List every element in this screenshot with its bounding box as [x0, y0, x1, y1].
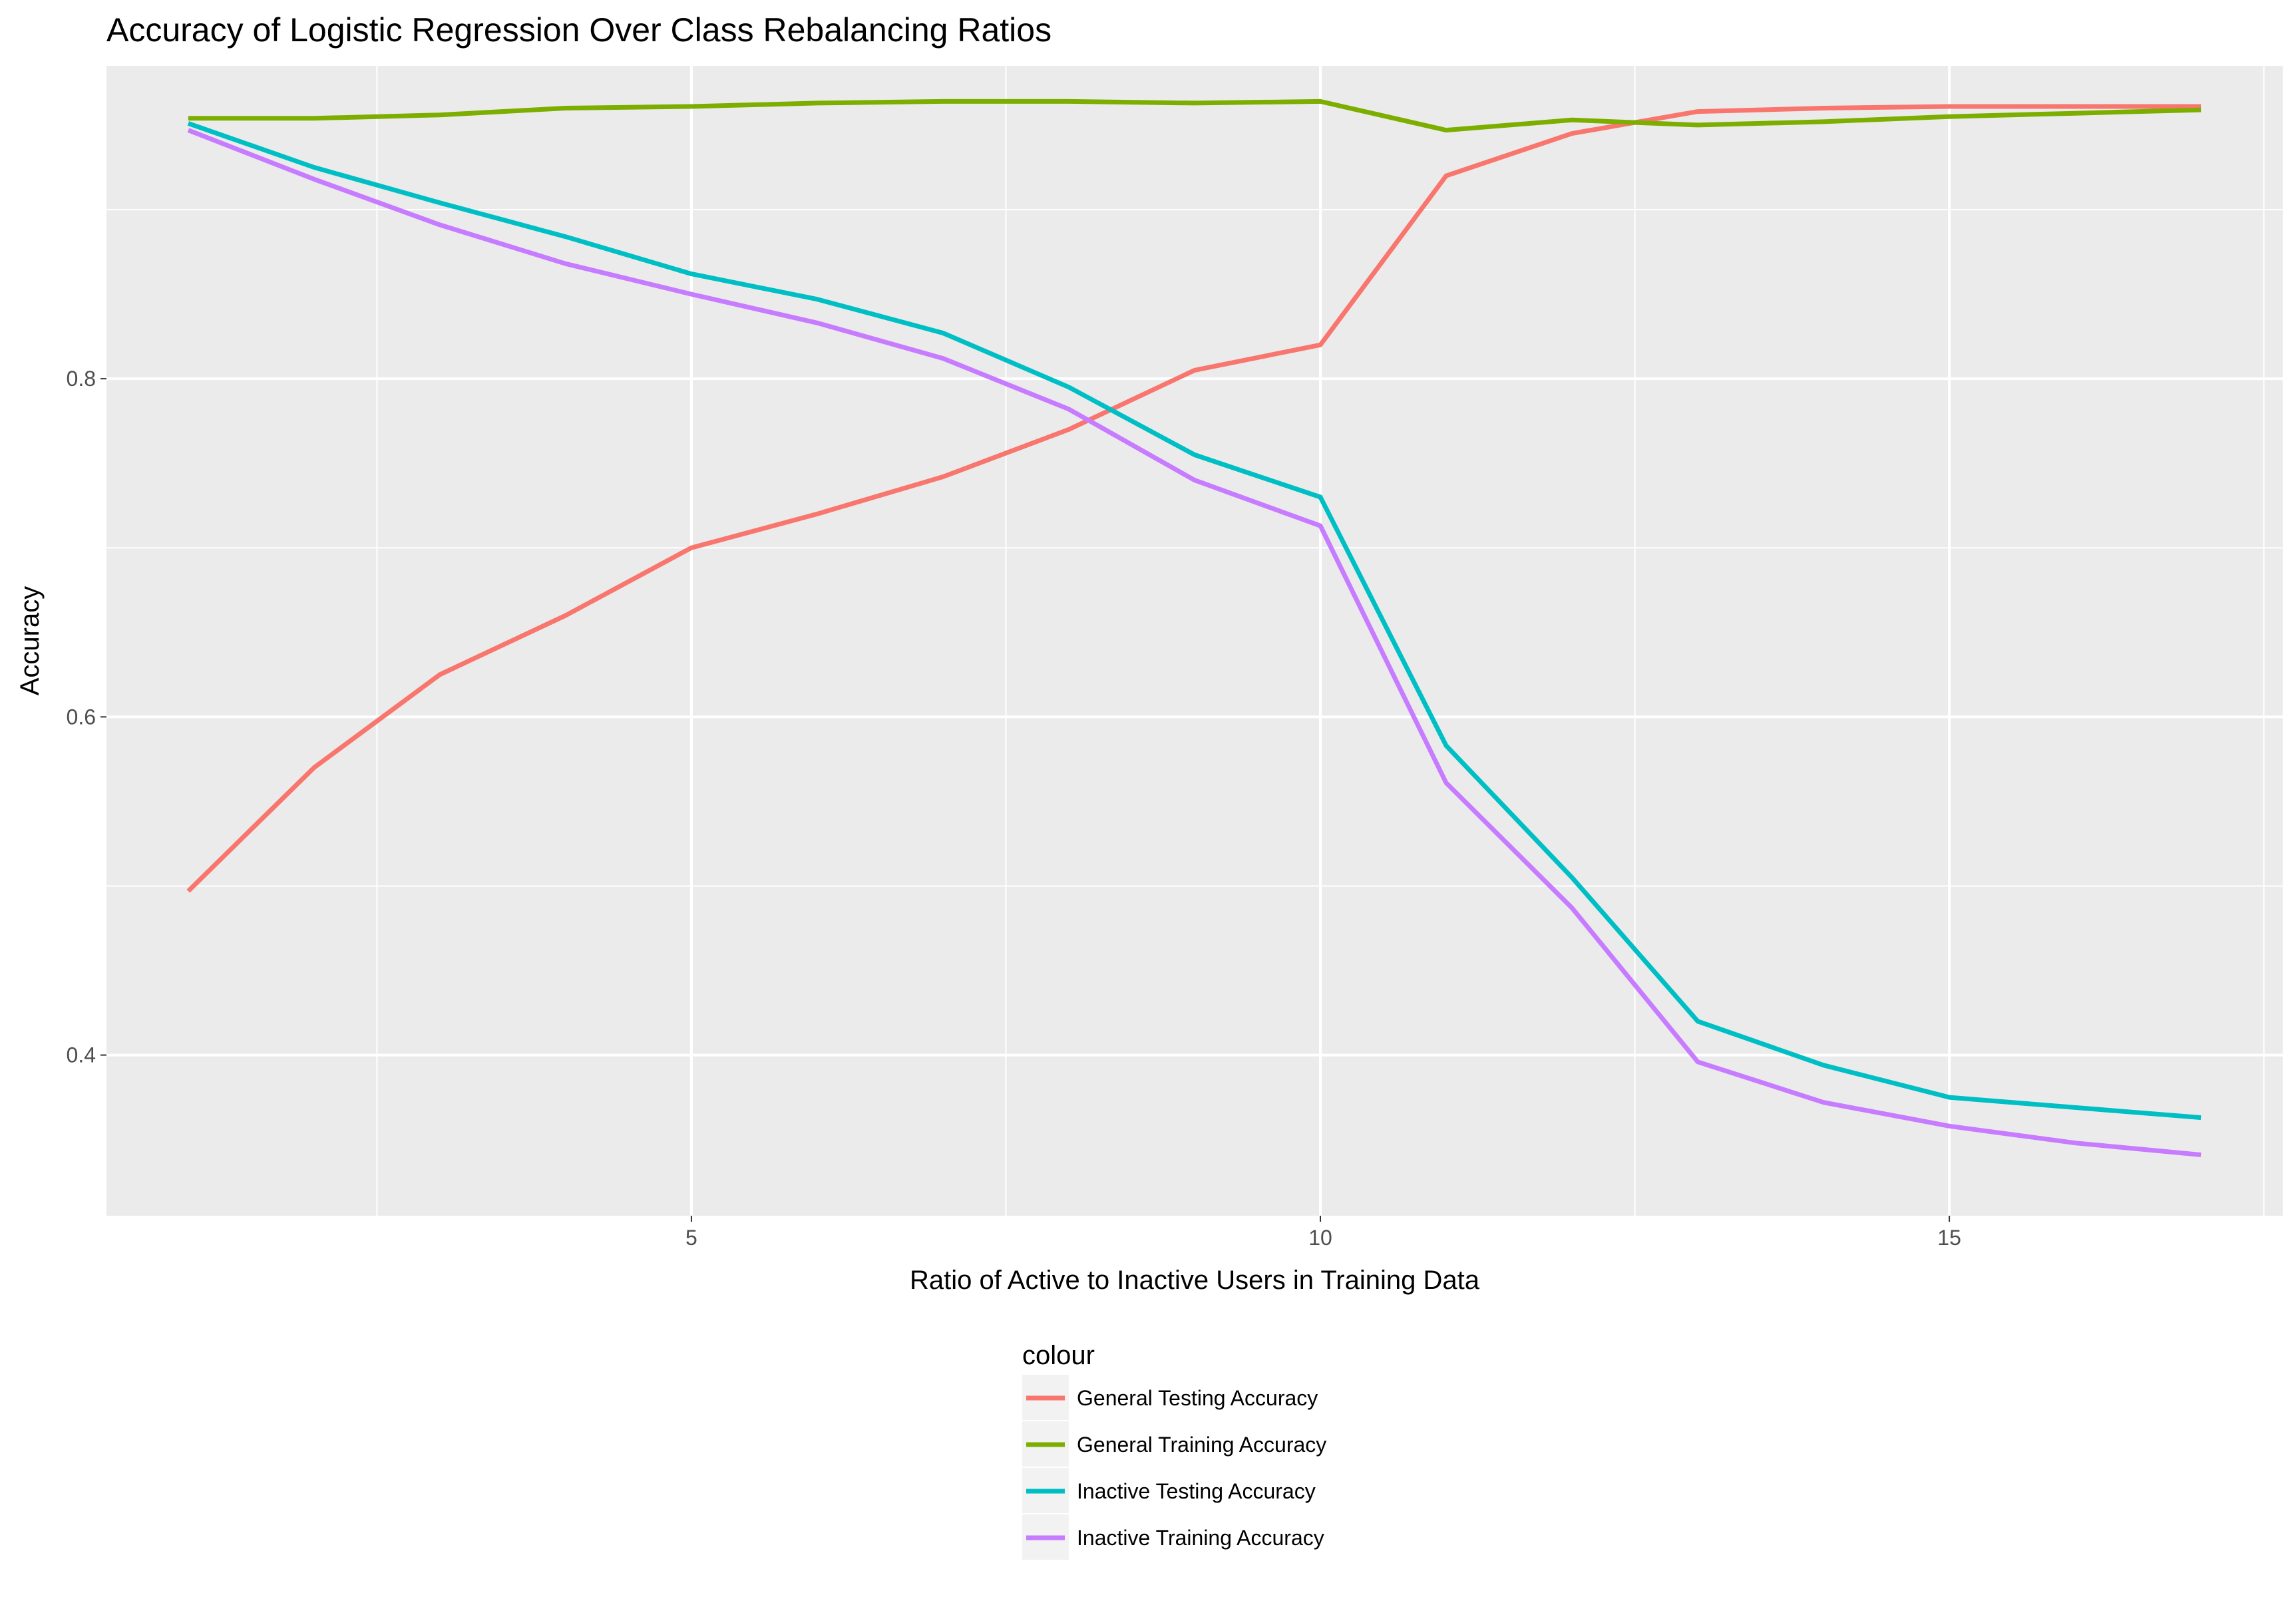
y-axis-ticks: 0.4 0.6 0.8 — [67, 367, 106, 1067]
legend-label: General Training Accuracy — [1077, 1433, 1326, 1457]
major-gridlines — [106, 66, 2283, 1216]
y-axis-title: Accuracy — [15, 586, 45, 696]
series-line-3 — [187, 121, 2201, 1121]
legend-title: colour — [1022, 1341, 1095, 1370]
y-tick-label: 0.4 — [67, 1043, 96, 1067]
minor-gridlines — [106, 66, 2283, 1225]
y-tick-label: 0.6 — [67, 705, 96, 729]
plot-panel — [106, 66, 2283, 1216]
x-axis-ticks: 5 10 15 — [685, 1216, 1961, 1250]
x-tick-label: 10 — [1308, 1226, 1332, 1250]
legend-label: Inactive Testing Accuracy — [1077, 1479, 1316, 1503]
x-tick-label: 15 — [1937, 1226, 1961, 1250]
series-line-4 — [187, 128, 2201, 1157]
x-tick-label: 5 — [685, 1226, 697, 1250]
chart-title: Accuracy of Logistic Regression Over Cla… — [106, 11, 1052, 49]
legend-label: Inactive Training Accuracy — [1077, 1526, 1324, 1550]
series-line-1 — [186, 104, 2201, 893]
x-axis-title: Ratio of Active to Inactive Users in Tra… — [910, 1266, 1480, 1295]
legend-label: General Testing Accuracy — [1077, 1386, 1318, 1410]
series-lines — [186, 98, 2201, 1157]
legend: colour General Testing Accuracy General T… — [1022, 1341, 1326, 1560]
series-line-2 — [188, 98, 2201, 133]
y-tick-label: 0.8 — [67, 367, 96, 391]
